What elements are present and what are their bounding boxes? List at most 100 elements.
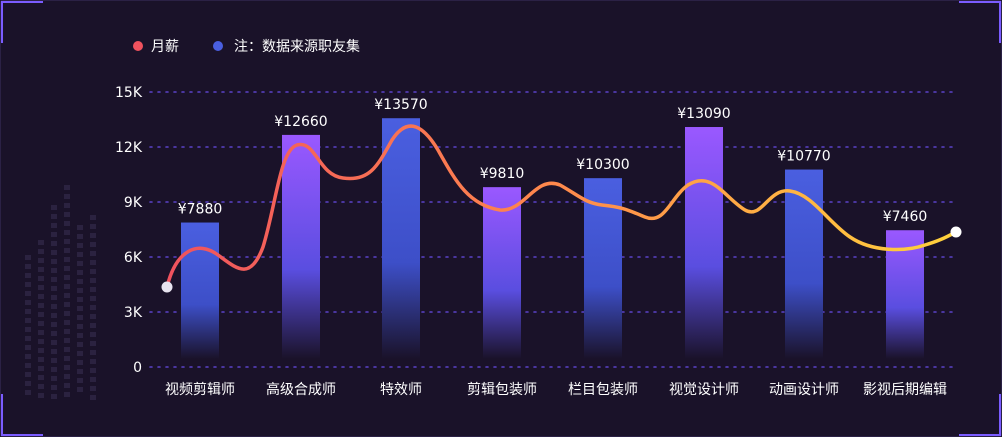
equalizer-cell bbox=[64, 302, 70, 307]
equalizer-cell bbox=[25, 363, 31, 368]
equalizer-cell bbox=[64, 338, 70, 343]
bar bbox=[685, 127, 723, 360]
equalizer-cell bbox=[51, 394, 57, 399]
equalizer-cell bbox=[51, 295, 57, 300]
equalizer-cell bbox=[25, 300, 31, 305]
equalizer-cell bbox=[51, 367, 57, 372]
equalizer-cell bbox=[64, 311, 70, 316]
equalizer-cell bbox=[90, 251, 96, 256]
equalizer-cell bbox=[90, 215, 96, 220]
line-end-point bbox=[950, 226, 962, 238]
corner-accent bbox=[1, 394, 43, 436]
equalizer-cell bbox=[77, 324, 83, 329]
equalizer-cell bbox=[90, 242, 96, 247]
equalizer-cell bbox=[77, 261, 83, 266]
category-label: 高级合成师 bbox=[266, 381, 336, 398]
equalizer-cell bbox=[25, 345, 31, 350]
equalizer-cell bbox=[38, 330, 44, 335]
equalizer-cell bbox=[90, 287, 96, 292]
bar bbox=[382, 118, 420, 359]
equalizer-cell bbox=[38, 366, 44, 371]
salary-line bbox=[161, 124, 962, 293]
equalizer-cell bbox=[51, 250, 57, 255]
equalizer-cell bbox=[77, 297, 83, 302]
line-start-point bbox=[161, 281, 173, 293]
category-label: 剪辑包装师 bbox=[467, 382, 537, 398]
equalizer-cell bbox=[38, 303, 44, 308]
equalizer-cell bbox=[38, 375, 44, 380]
equalizer-cell bbox=[77, 306, 83, 311]
category-label: 影视后期编辑 bbox=[863, 382, 947, 398]
y-tick-label: 12K bbox=[115, 140, 143, 156]
equalizer-cell bbox=[25, 327, 31, 332]
equalizer-cell bbox=[51, 376, 57, 381]
y-tick-label: 9K bbox=[124, 195, 143, 211]
equalizer-cell bbox=[51, 223, 57, 228]
equalizer-cell bbox=[25, 336, 31, 341]
equalizer-cell bbox=[90, 278, 96, 283]
category-labels: 视频剪辑师 高级合成师 特效师 剪辑包装师 栏目包装师 视觉设计师 动画设计师 影视后期编辑 bbox=[165, 381, 947, 398]
corner-accent bbox=[1, 1, 43, 43]
equalizer-cell bbox=[51, 304, 57, 309]
y-tick-label: 6K bbox=[124, 250, 143, 266]
equalizer-cell bbox=[90, 341, 96, 346]
equalizer-cell bbox=[64, 248, 70, 253]
bar bbox=[181, 222, 219, 359]
corner-accent bbox=[959, 394, 1001, 436]
equalizer-cell bbox=[51, 331, 57, 336]
equalizer-cell bbox=[64, 365, 70, 370]
equalizer-cell bbox=[51, 313, 57, 318]
equalizer-cell bbox=[90, 323, 96, 328]
equalizer-cell bbox=[90, 296, 96, 301]
category-label: 动画设计师 bbox=[769, 382, 839, 398]
equalizer-cell bbox=[38, 339, 44, 344]
equalizer-cell bbox=[64, 347, 70, 352]
equalizer-cell bbox=[90, 386, 96, 391]
equalizer-cell bbox=[38, 312, 44, 317]
equalizer-cell bbox=[77, 378, 83, 383]
equalizer-cell bbox=[38, 258, 44, 263]
legend-line-label: 月薪 bbox=[151, 39, 179, 55]
grid-lines bbox=[149, 91, 956, 368]
equalizer-cell bbox=[64, 392, 70, 397]
equalizer-cell bbox=[38, 267, 44, 272]
equalizer-cell bbox=[25, 318, 31, 323]
equalizer-cell bbox=[38, 240, 44, 245]
equalizer-cell bbox=[25, 390, 31, 395]
equalizer-cell bbox=[51, 277, 57, 282]
legend-line-marker bbox=[133, 41, 143, 51]
equalizer-cell bbox=[90, 395, 96, 400]
decorative-equalizer bbox=[25, 185, 96, 400]
equalizer-cell bbox=[51, 358, 57, 363]
equalizer-cell bbox=[51, 232, 57, 237]
bar bbox=[886, 230, 924, 359]
corner-accent bbox=[959, 1, 1001, 43]
value-label: ¥12660 bbox=[274, 114, 327, 130]
equalizer-cell bbox=[51, 214, 57, 219]
equalizer-cell bbox=[64, 275, 70, 280]
equalizer-cell bbox=[90, 260, 96, 265]
equalizer-cell bbox=[90, 314, 96, 319]
equalizer-cell bbox=[64, 221, 70, 226]
value-label: ¥7460 bbox=[883, 209, 928, 225]
equalizer-cell bbox=[51, 340, 57, 345]
equalizer-cell bbox=[38, 285, 44, 290]
equalizer-cell bbox=[25, 273, 31, 278]
equalizer-cell bbox=[77, 225, 83, 230]
equalizer-cell bbox=[51, 286, 57, 291]
y-tick-label: 15K bbox=[115, 85, 143, 101]
equalizer-cell bbox=[90, 233, 96, 238]
value-label: ¥10770 bbox=[777, 149, 830, 165]
equalizer-cell bbox=[64, 284, 70, 289]
y-tick-label: 0 bbox=[133, 360, 142, 376]
equalizer-cell bbox=[51, 268, 57, 273]
equalizer-cell bbox=[25, 264, 31, 269]
equalizer-cell bbox=[77, 315, 83, 320]
equalizer-cell bbox=[90, 332, 96, 337]
equalizer-cell bbox=[90, 377, 96, 382]
equalizer-cell bbox=[64, 203, 70, 208]
equalizer-cell bbox=[25, 381, 31, 386]
equalizer-cell bbox=[25, 255, 31, 260]
value-label: ¥10300 bbox=[576, 157, 629, 173]
